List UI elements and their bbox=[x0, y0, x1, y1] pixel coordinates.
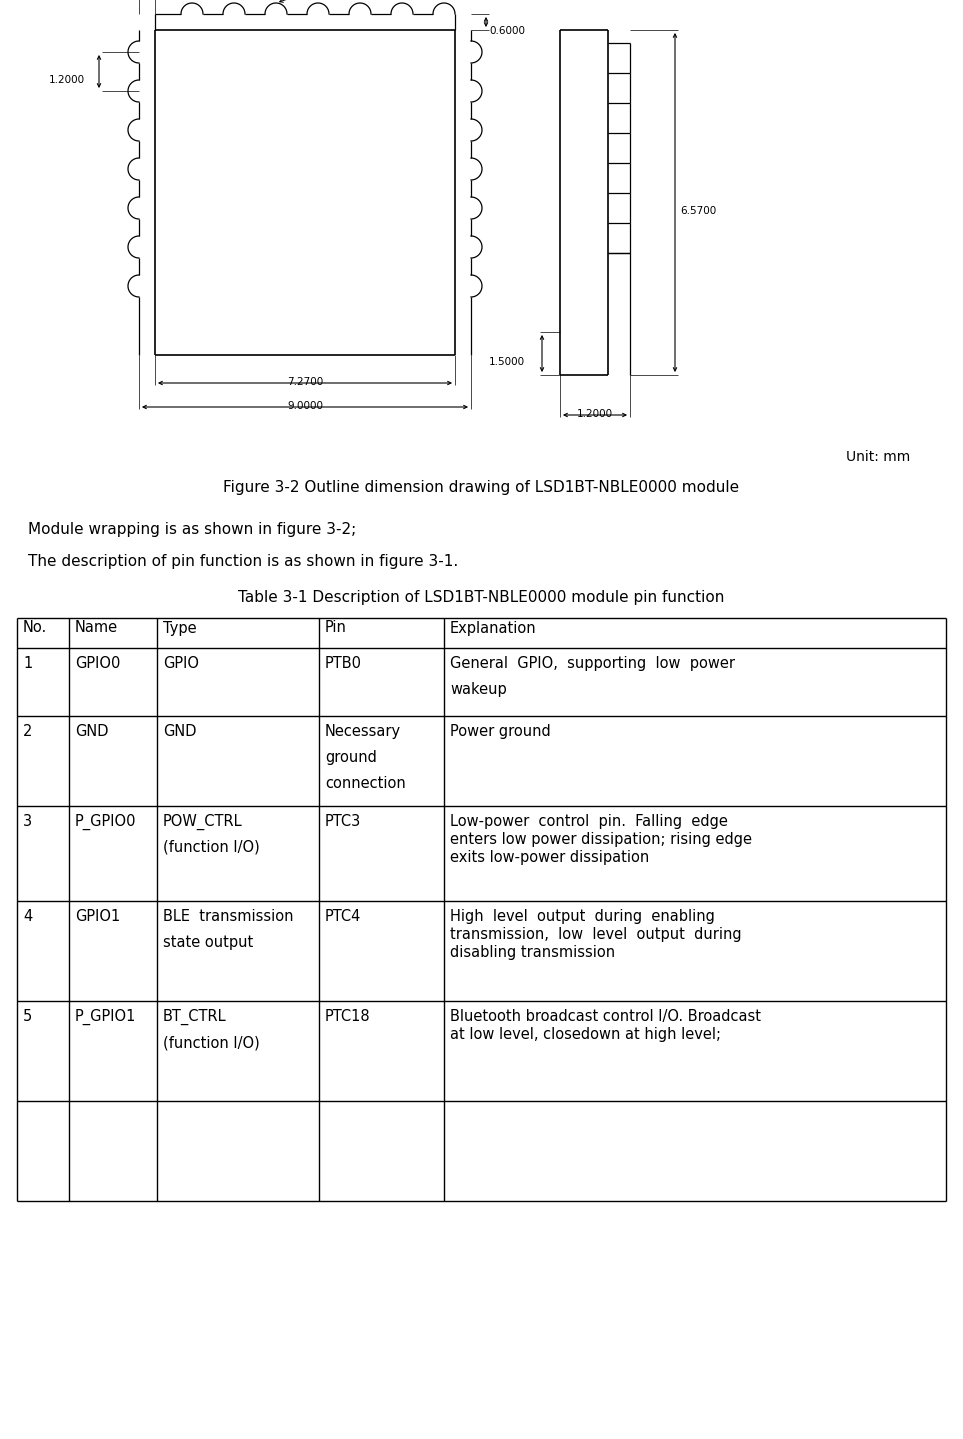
Text: 4: 4 bbox=[23, 909, 32, 924]
Text: P_GPIO0: P_GPIO0 bbox=[75, 814, 137, 830]
Text: Low-power  control  pin.  Falling  edge: Low-power control pin. Falling edge bbox=[450, 814, 728, 829]
Text: Name: Name bbox=[75, 620, 118, 636]
Text: connection: connection bbox=[325, 776, 405, 791]
Text: BLE  transmission: BLE transmission bbox=[163, 909, 294, 924]
Text: GPIO1: GPIO1 bbox=[75, 909, 120, 924]
Text: disabling transmission: disabling transmission bbox=[450, 945, 615, 960]
Text: GPIO0: GPIO0 bbox=[75, 656, 120, 671]
Text: 3: 3 bbox=[23, 814, 32, 829]
Text: PTC4: PTC4 bbox=[325, 909, 361, 924]
Text: Type: Type bbox=[163, 620, 196, 636]
Text: 1.5000: 1.5000 bbox=[489, 357, 525, 367]
Text: ground: ground bbox=[325, 750, 377, 766]
Text: Module wrapping is as shown in figure 3-2;: Module wrapping is as shown in figure 3-… bbox=[28, 522, 356, 537]
Text: R0.3500: R0.3500 bbox=[279, 0, 372, 3]
Text: Table 3-1 Description of LSD1BT-NBLE0000 module pin function: Table 3-1 Description of LSD1BT-NBLE0000… bbox=[238, 590, 724, 604]
Text: state output: state output bbox=[163, 935, 253, 950]
Text: 2: 2 bbox=[23, 724, 33, 740]
Text: PTC18: PTC18 bbox=[325, 1009, 371, 1025]
Text: Necessary: Necessary bbox=[325, 724, 402, 740]
Text: No.: No. bbox=[23, 620, 47, 636]
Text: (function I/O): (function I/O) bbox=[163, 840, 260, 855]
Text: Pin: Pin bbox=[325, 620, 347, 636]
Text: High  level  output  during  enabling: High level output during enabling bbox=[450, 909, 715, 924]
Text: 7.2700: 7.2700 bbox=[287, 377, 324, 387]
Text: The description of pin function is as shown in figure 3-1.: The description of pin function is as sh… bbox=[28, 554, 458, 568]
Text: P_GPIO1: P_GPIO1 bbox=[75, 1009, 137, 1025]
Text: Figure 3-2 Outline dimension drawing of LSD1BT-NBLE0000 module: Figure 3-2 Outline dimension drawing of … bbox=[223, 481, 739, 495]
Text: at low level, closedown at high level;: at low level, closedown at high level; bbox=[450, 1027, 721, 1042]
Text: 1.2000: 1.2000 bbox=[49, 75, 85, 85]
Text: Power ground: Power ground bbox=[450, 724, 551, 740]
Text: exits low-power dissipation: exits low-power dissipation bbox=[450, 850, 649, 865]
Text: Explanation: Explanation bbox=[450, 620, 536, 636]
Text: transmission,  low  level  output  during: transmission, low level output during bbox=[450, 927, 742, 943]
Text: PTC3: PTC3 bbox=[325, 814, 361, 829]
Text: 1.2000: 1.2000 bbox=[577, 409, 613, 419]
Text: GND: GND bbox=[163, 724, 196, 740]
Text: 9.0000: 9.0000 bbox=[287, 401, 323, 412]
Text: Bluetooth broadcast control I/O. Broadcast: Bluetooth broadcast control I/O. Broadca… bbox=[450, 1009, 761, 1025]
Text: (function I/O): (function I/O) bbox=[163, 1035, 260, 1050]
Text: wakeup: wakeup bbox=[450, 682, 507, 696]
Text: GND: GND bbox=[75, 724, 109, 740]
Text: 5: 5 bbox=[23, 1009, 32, 1025]
Text: 1: 1 bbox=[23, 656, 32, 671]
Text: GPIO: GPIO bbox=[163, 656, 199, 671]
Text: General  GPIO,  supporting  low  power: General GPIO, supporting low power bbox=[450, 656, 735, 671]
Text: POW_CTRL: POW_CTRL bbox=[163, 814, 243, 830]
Text: 0.6000: 0.6000 bbox=[489, 26, 525, 36]
Text: PTB0: PTB0 bbox=[325, 656, 362, 671]
Text: BT_CTRL: BT_CTRL bbox=[163, 1009, 226, 1025]
Text: Unit: mm: Unit: mm bbox=[846, 450, 910, 463]
Text: 6.5700: 6.5700 bbox=[680, 206, 716, 216]
Text: enters low power dissipation; rising edge: enters low power dissipation; rising edg… bbox=[450, 832, 752, 848]
